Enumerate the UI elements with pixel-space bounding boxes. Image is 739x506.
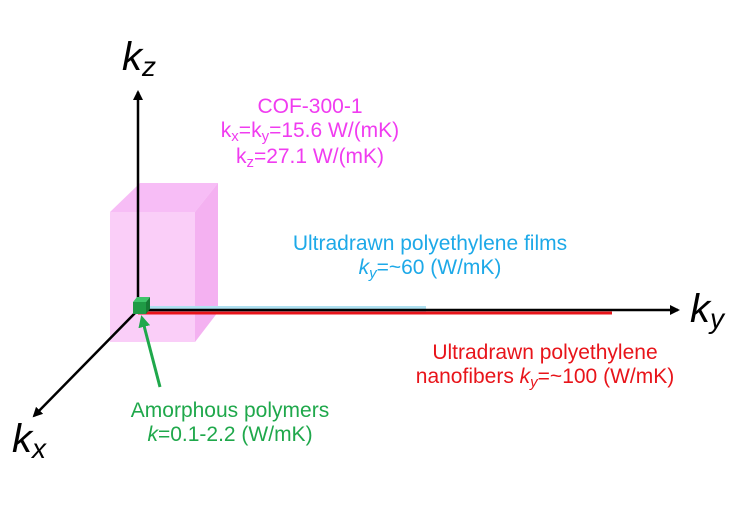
amorphous-annotation: Amorphous polymers k=0.1-2.2 (W/mK) <box>95 399 365 447</box>
nanofibers-line1: Ultradrawn polyethylene <box>432 341 658 364</box>
films-ky: ky=~60 (W/mK) <box>358 256 502 283</box>
films-title: Ultradrawn polyethylene films <box>292 232 568 255</box>
cof-kz: kz=27.1 W/(mK) <box>235 145 385 172</box>
nanofibers-line2: nanofibers ky=~100 (W/mK) <box>415 365 675 392</box>
kz-axis-label: kz <box>122 35 156 82</box>
amorphous-arrow <box>138 315 162 388</box>
amorphous-k: k=0.1-2.2 (W/mK) <box>147 423 313 447</box>
kx-axis <box>32 309 139 418</box>
kx-axis-label: kx <box>12 417 46 464</box>
amorphous-cube <box>133 297 150 314</box>
cof-box <box>110 183 218 342</box>
nanofibers-annotation: Ultradrawn polyethylene nanofibers ky=~1… <box>370 341 720 391</box>
cof-title: COF-300-1 <box>257 95 363 118</box>
cof-annotation: COF-300-1 kx=ky=15.6 W/(mK) kz=27.1 W/(m… <box>210 95 410 172</box>
cof-kxy: kx=ky=15.6 W/(mK) <box>220 119 400 146</box>
amorphous-title: Amorphous polymers <box>130 399 330 422</box>
films-annotation: Ultradrawn polyethylene films ky=~60 (W/… <box>265 232 595 282</box>
ky-axis-label: ky <box>690 287 724 334</box>
